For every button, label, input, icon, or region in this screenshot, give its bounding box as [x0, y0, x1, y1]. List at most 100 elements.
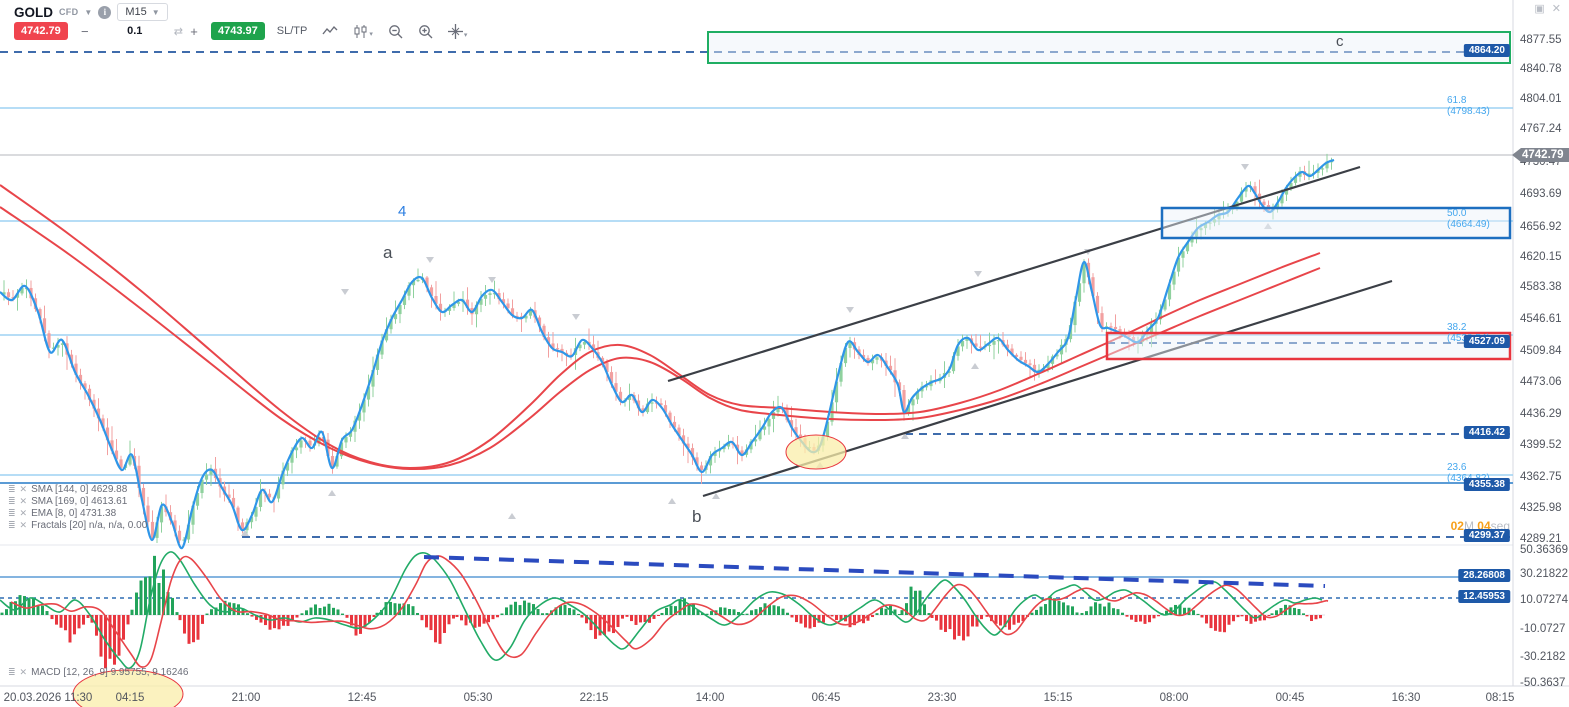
- wave-label-a[interactable]: a: [383, 243, 393, 262]
- highlight-ellipse[interactable]: [72, 669, 184, 707]
- indicator-close-icon[interactable]: ✕: [19, 496, 28, 506]
- price-axis-label: 4473.06: [1520, 376, 1562, 388]
- price-axis-label: 4877.55: [1520, 34, 1562, 46]
- time-axis-label: 05:30: [463, 692, 493, 704]
- info-icon[interactable]: i: [98, 5, 112, 19]
- price-axis-label: 4399.52: [1520, 439, 1562, 451]
- fractal-up-arrow-icon: [971, 363, 979, 369]
- macd-line: [0, 551, 1323, 670]
- candlestick-chart-type-icon[interactable]: ▾: [353, 24, 373, 38]
- time-axis-label: 08:15: [1485, 692, 1515, 704]
- time-axis-label: 22:15: [579, 692, 609, 704]
- price-axis-label: 4656.92: [1520, 221, 1562, 233]
- fib-level-label: 61.8 (4798.43): [1447, 95, 1490, 117]
- crosshair-pan-icon[interactable]: ▾: [447, 23, 468, 39]
- time-axis-label: 14:00: [695, 692, 725, 704]
- price-axis-label: -50.3637: [1520, 677, 1566, 689]
- price-axis-label: 4840.78: [1520, 63, 1562, 75]
- time-axis-label: 21:00: [231, 692, 261, 704]
- fractal-up-arrow-icon: [712, 493, 720, 499]
- timeframe-label: M15: [125, 6, 147, 18]
- indicator-close-icon[interactable]: ✕: [19, 484, 28, 494]
- symbol-dropdown-caret-icon[interactable]: ▼: [84, 7, 93, 17]
- fib-level-label: 50.0 (4664.49): [1447, 208, 1490, 230]
- chart-type-caret-icon: ▾: [369, 30, 373, 38]
- price-axis-label: 4583.38: [1520, 281, 1562, 293]
- indicator-legend-row: ≣ ✕ Fractals [20] n/a, n/a, 0.00: [8, 520, 147, 531]
- channel-upper[interactable]: [667, 165, 1361, 383]
- crosshair-caret-icon: ▾: [463, 31, 468, 39]
- panel-layout-icon[interactable]: ▣: [1534, 3, 1545, 15]
- time-axis-label: 12:45: [347, 692, 377, 704]
- line-chart-type-icon[interactable]: [322, 25, 338, 37]
- market-type-label: CFD: [59, 7, 79, 17]
- price-level-badge: 4299.37: [1463, 529, 1510, 542]
- fractal-up-arrow-icon: [508, 513, 516, 519]
- zoom-out-icon[interactable]: [388, 24, 403, 39]
- volume-stepper: − 0.1 ⇄ +: [73, 23, 205, 39]
- instrument-toolbar: GOLD CFD ▼ i M15 ▼: [14, 3, 168, 21]
- indicator-legend-row: ≣ ✕ SMA [169, 0] 4613.61: [8, 496, 127, 507]
- indicator-settings-icon[interactable]: ≣: [8, 508, 16, 518]
- indicator-legend-text: Fractals [20] n/a, n/a, 0.00: [31, 520, 148, 531]
- volume-increase-button[interactable]: +: [190, 23, 198, 39]
- indicator-legend-row: ≣ ✕ SMA [144, 0] 4629.88: [8, 484, 127, 495]
- support-zone-red[interactable]: [1105, 331, 1512, 361]
- close-chart-icon[interactable]: ✕: [1551, 3, 1561, 15]
- fractal-down-arrow-icon: [488, 277, 496, 283]
- price-level-badge: 12.45953: [1458, 590, 1510, 603]
- volume-value[interactable]: 0.1: [127, 25, 143, 37]
- macd-settings-icon[interactable]: ≣: [8, 667, 16, 677]
- sell-button[interactable]: 4742.79: [14, 22, 68, 40]
- indicator-close-icon[interactable]: ✕: [19, 508, 28, 518]
- symbol-name: GOLD: [14, 4, 53, 20]
- wave-label-4[interactable]: 4: [398, 203, 407, 220]
- volume-decrease-button[interactable]: −: [80, 23, 89, 39]
- indicator-settings-icon[interactable]: ≣: [8, 484, 16, 494]
- price-axis-label: 4804.01: [1520, 93, 1562, 105]
- price-axis-label: 4693.69: [1520, 188, 1562, 200]
- time-axis-label: 23:30: [927, 692, 957, 704]
- macd-signal-line: [10, 555, 1329, 668]
- order-toolbar: 4742.79 − 0.1 ⇄ + 4743.97 SL/TP ▾ ▾: [14, 22, 467, 40]
- countdown-minutes: 02: [1450, 519, 1464, 533]
- time-axis-label: 16:30: [1391, 692, 1421, 704]
- price-level-badge: 28.26808: [1458, 569, 1510, 582]
- supply-zone-green[interactable]: [707, 31, 1511, 64]
- fractal-down-arrow-icon: [846, 307, 854, 313]
- window-controls: ▣ ✕: [1534, 2, 1561, 15]
- fractal-up-arrow-icon: [241, 530, 249, 536]
- sltp-button[interactable]: SL/TP: [276, 25, 308, 37]
- price-level-badge: 4527.09: [1463, 335, 1510, 348]
- price-axis-label: 10.07274: [1520, 594, 1568, 606]
- indicator-settings-icon[interactable]: ≣: [8, 520, 16, 530]
- highlight-ellipse[interactable]: [785, 434, 847, 470]
- macd-legend-row: ≣ ✕ MACD [12, 26, 9] 9.95755, 9.16246: [8, 667, 188, 678]
- fractal-up-arrow-icon: [328, 490, 336, 496]
- price-axis-label: 4436.29: [1520, 408, 1562, 420]
- price-axis-label: 4620.15: [1520, 251, 1562, 263]
- wave-label-b[interactable]: b: [692, 507, 702, 526]
- timeframe-button[interactable]: M15 ▼: [117, 3, 168, 21]
- zoom-in-icon[interactable]: [418, 24, 433, 39]
- price-axis-label: 50.36369: [1520, 544, 1568, 556]
- macd-divergence-trendline[interactable]: [423, 555, 1326, 588]
- sma-144-line[interactable]: [0, 184, 1321, 470]
- price-axis-label: 4767.24: [1520, 123, 1562, 135]
- indicator-close-icon[interactable]: ✕: [19, 520, 28, 530]
- volume-unit-toggle-icon[interactable]: ⇄: [173, 25, 183, 38]
- fractal-down-arrow-icon: [572, 314, 580, 320]
- resistance-zone-blue[interactable]: [1160, 206, 1512, 240]
- ema-8-line[interactable]: [0, 158, 1335, 550]
- buy-button[interactable]: 4743.97: [210, 22, 265, 40]
- time-axis-label: 06:45: [811, 692, 841, 704]
- macd-close-icon[interactable]: ✕: [19, 667, 28, 677]
- wave-label-c[interactable]: c: [1336, 33, 1344, 50]
- timeframe-caret-icon: ▼: [151, 7, 160, 17]
- time-axis-label: 15:15: [1043, 692, 1073, 704]
- indicator-settings-icon[interactable]: ≣: [8, 496, 16, 506]
- price-axis-label: -30.2182: [1520, 651, 1566, 663]
- indicator-legend-text: SMA [169, 0] 4613.61: [31, 496, 128, 507]
